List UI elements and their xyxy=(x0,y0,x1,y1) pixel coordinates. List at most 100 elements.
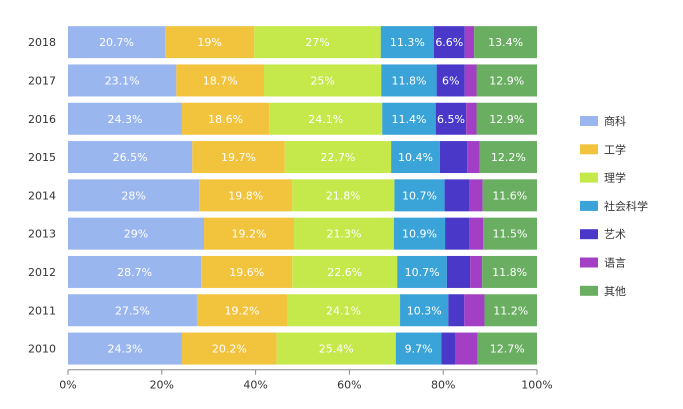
bar-segment xyxy=(476,102,537,135)
bar-segment xyxy=(199,179,293,212)
bar-segment xyxy=(435,102,467,135)
bar-segment xyxy=(474,26,537,59)
legend-label: 工学 xyxy=(604,142,626,156)
data-label: 22.7% xyxy=(320,151,355,164)
bar-segment xyxy=(380,26,434,59)
bar-segment xyxy=(181,332,277,365)
x-tick-label: 80% xyxy=(431,379,455,392)
data-label: 10.4% xyxy=(398,151,433,164)
bar-segment xyxy=(264,64,382,97)
x-tick-label: 100% xyxy=(521,379,552,392)
y-tick-label: 2015 xyxy=(28,151,56,164)
data-label: 25.4% xyxy=(319,343,354,356)
legend-label: 艺术 xyxy=(604,228,626,241)
data-label: 23.1% xyxy=(105,74,140,87)
bar-segment xyxy=(436,64,465,97)
data-label: 24.1% xyxy=(326,304,361,317)
data-label: 11.3% xyxy=(390,36,425,49)
bar-segment xyxy=(269,102,383,135)
legend-label: 其他 xyxy=(604,285,626,298)
bar-segment xyxy=(292,255,398,288)
data-label: 9.7% xyxy=(405,343,433,356)
data-label: 19.2% xyxy=(232,228,267,241)
data-label: 24.3% xyxy=(108,343,143,356)
data-label: 12.9% xyxy=(489,113,524,126)
bar-segment xyxy=(400,294,449,327)
bar-segment xyxy=(470,255,483,288)
data-label: 10.3% xyxy=(407,304,442,317)
data-label: 6.5% xyxy=(437,113,465,126)
bar-segment xyxy=(482,255,537,288)
bar-segment xyxy=(468,179,483,212)
data-label: 10.9% xyxy=(402,228,437,241)
bar-segment xyxy=(276,332,396,365)
y-tick-label: 2013 xyxy=(28,228,56,241)
x-tick-label: 20% xyxy=(150,379,174,392)
data-label: 11.4% xyxy=(391,113,426,126)
y-tick-label: 2017 xyxy=(28,74,56,87)
y-tick-label: 2011 xyxy=(28,304,56,317)
bar-segment xyxy=(68,64,177,97)
data-label: 20.2% xyxy=(212,343,247,356)
data-label: 25% xyxy=(310,74,334,87)
legend-swatch xyxy=(580,229,598,240)
bar-segment xyxy=(391,141,440,174)
data-label: 24.3% xyxy=(108,113,143,126)
data-label: 12.2% xyxy=(491,151,526,164)
bar-segment xyxy=(196,294,288,327)
x-tick-label: 60% xyxy=(337,379,361,392)
bar-segment xyxy=(176,64,265,97)
data-label: 11.8% xyxy=(391,74,426,87)
legend-swatch xyxy=(580,172,598,183)
bar-segment xyxy=(455,332,478,365)
data-label: 11.5% xyxy=(493,228,528,241)
bar-segment xyxy=(68,179,200,212)
bar-segment xyxy=(448,294,465,327)
data-label: 26.5% xyxy=(113,151,148,164)
data-label: 29% xyxy=(124,228,148,241)
bar-segment xyxy=(393,217,446,250)
bar-segment xyxy=(467,141,480,174)
data-label: 19.6% xyxy=(229,266,264,279)
bar-segment xyxy=(381,64,437,97)
bar-segment xyxy=(201,255,293,288)
data-label: 6% xyxy=(442,74,459,87)
data-label: 13.4% xyxy=(488,36,523,49)
bar-segment xyxy=(192,141,285,174)
legend-label: 商科 xyxy=(604,114,626,128)
data-label: 12.7% xyxy=(490,343,525,356)
data-label: 28.7% xyxy=(117,266,152,279)
bar-segment xyxy=(444,179,469,212)
data-label: 10.7% xyxy=(405,266,440,279)
bar-segment xyxy=(294,217,394,250)
bar-segment xyxy=(68,332,182,365)
legend-label: 社会科学 xyxy=(604,199,648,213)
bar-segment xyxy=(446,255,471,288)
y-tick-label: 2014 xyxy=(28,189,56,202)
bar-segment xyxy=(292,179,395,212)
bar-segment xyxy=(482,179,537,212)
bar-segment xyxy=(445,217,469,250)
bar-segment xyxy=(464,64,477,97)
data-label: 11.8% xyxy=(492,266,527,279)
data-label: 27% xyxy=(305,36,329,49)
data-label: 18.6% xyxy=(208,113,243,126)
bar-segment xyxy=(464,294,485,327)
bar-segment xyxy=(254,26,381,59)
data-label: 12.9% xyxy=(489,74,524,87)
bar-segment xyxy=(68,294,197,327)
bar-segment xyxy=(464,26,475,59)
legend-label: 语言 xyxy=(604,257,626,270)
bar-segment xyxy=(466,102,477,135)
bar-segment xyxy=(477,332,537,365)
bar-segment xyxy=(68,255,202,288)
bar-segment xyxy=(395,332,442,365)
legend-swatch xyxy=(580,144,598,155)
legend-swatch xyxy=(580,200,598,211)
bar-segment xyxy=(165,26,255,59)
legend-swatch xyxy=(580,257,598,268)
bar-segment xyxy=(68,26,166,59)
data-label: 19.7% xyxy=(221,151,256,164)
